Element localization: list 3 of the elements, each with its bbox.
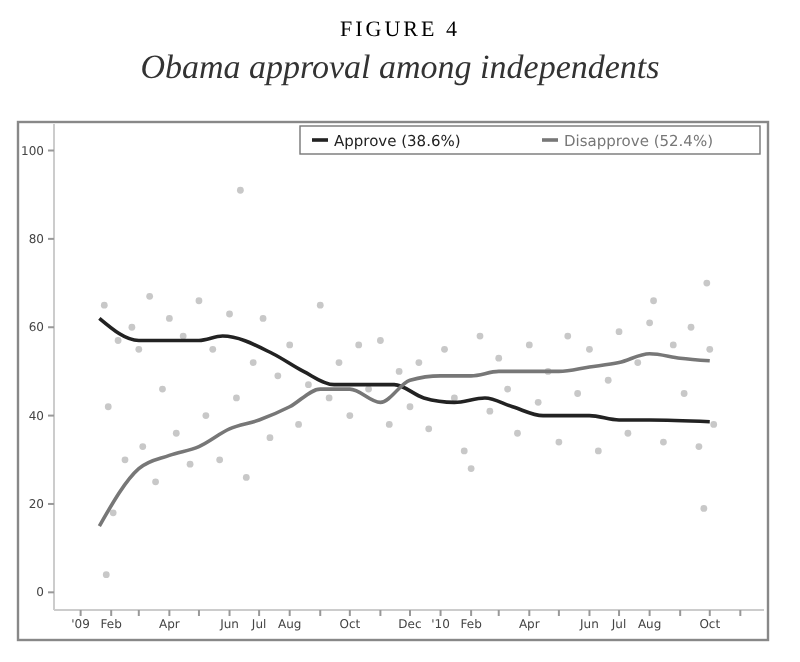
chart-title: FIGURE 4	[340, 18, 460, 42]
chart-subtitle: Obama approval among independents	[140, 48, 661, 86]
line-series	[97, 351, 712, 528]
